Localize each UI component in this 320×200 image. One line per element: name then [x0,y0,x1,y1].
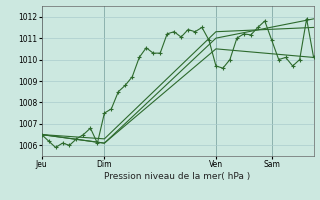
X-axis label: Pression niveau de la mer( hPa ): Pression niveau de la mer( hPa ) [104,172,251,181]
